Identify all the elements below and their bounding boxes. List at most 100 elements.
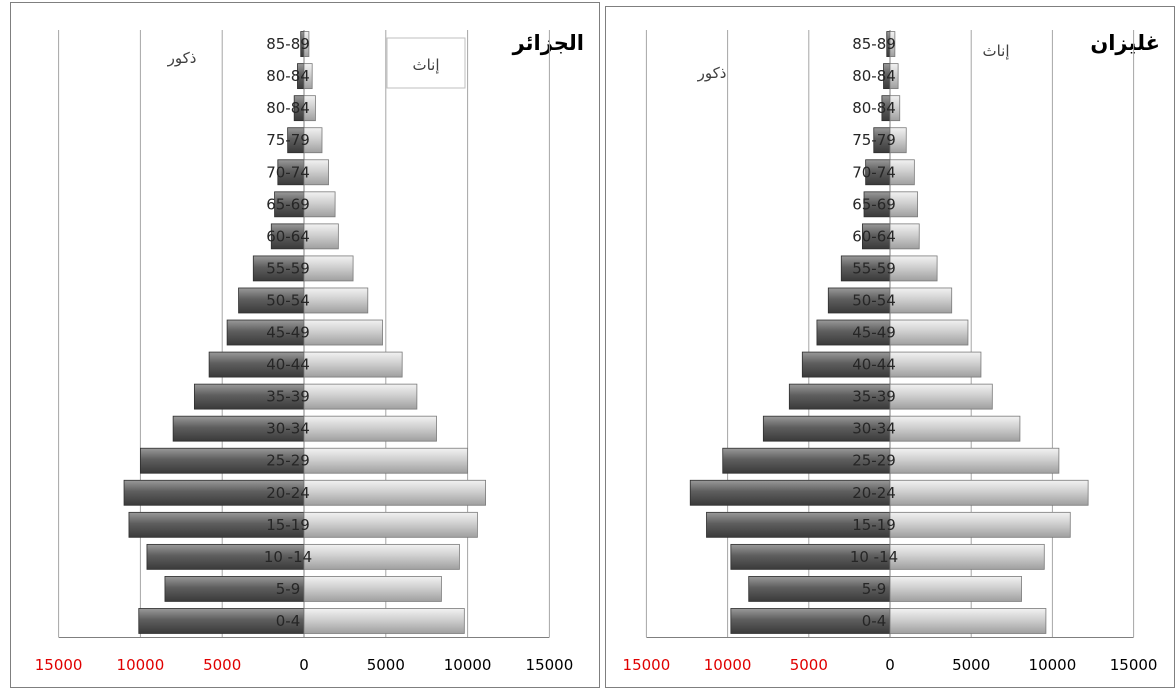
male-bar [816,319,891,346]
female-label: إناث [982,42,1009,60]
female-bar [303,543,460,570]
age-group-label: 0-4 [862,612,887,630]
x-tick-label: 10000 [444,656,492,674]
female-bar [889,447,1060,474]
age-group-label: 35-39 [266,388,310,406]
age-group-label: 45-49 [852,324,896,342]
female-bar [303,479,486,506]
age-labels: 0-4 5-9 10 -14 15-19 20-24 25-29 30-34 35-39 40-… [850,35,898,630]
male-bar [123,479,305,506]
male-bar [277,159,305,186]
age-group-label: 70-74 [266,163,310,181]
female-bar [889,511,1071,538]
algeria-pyramid-panel: الجزائر ذكور إناث 0-4 5-9 10 -14 15-19 20-24… [10,2,600,688]
female-bar [889,608,1047,634]
age-group-label: 65-69 [266,195,310,213]
female-bar [303,383,418,410]
x-tick-label: 5000 [203,656,241,674]
female-bar [889,543,1045,570]
age-group-label: 0-4 [276,612,301,630]
age-group-label: 25-29 [852,452,896,470]
bars [123,31,486,634]
age-group-label: 5-9 [862,580,887,598]
age-group-label: 40-44 [266,356,310,374]
male-bar [788,383,891,410]
male-bar [193,383,305,410]
age-group-label: 45-49 [266,324,310,342]
x-tick-label: 0 [885,656,895,674]
male-bar [274,191,305,218]
age-group-label: 75-79 [852,131,896,149]
age-group-label: 60-64 [852,227,896,245]
age-group-label: 80-84 [266,99,310,117]
x-tick-label: 5000 [952,656,990,674]
female-bar [889,95,901,122]
age-group-label: 5-9 [276,580,301,598]
x-tick-label: 10000 [117,656,165,674]
age-group-label: 80-84 [266,67,310,85]
x-tick-label: 5000 [790,656,828,674]
age-group-label: 65-69 [852,195,896,213]
bars [689,31,1089,634]
male-bar [762,415,891,442]
age-group-label: 15-19 [266,516,310,534]
female-bar [303,511,478,538]
female-bar [889,223,920,250]
male-bar [840,255,891,282]
female-bar [303,608,465,634]
x-tick-label: 10000 [1029,656,1077,674]
age-group-label: 55-59 [852,259,896,277]
female-bar [303,95,316,122]
female-bar [889,191,919,218]
age-group-label: 70-74 [852,163,896,181]
male-bar [128,511,305,538]
female-bar [889,576,1022,602]
female-bar [303,31,310,57]
age-group-label: 40-44 [852,356,896,374]
female-bar [303,576,442,602]
x-tick-label: 15000 [623,656,671,674]
female-label-box [386,37,466,89]
female-bar [303,159,329,186]
female-bar [303,287,369,314]
male-bar [722,447,891,474]
age-group-label: 80-84 [852,99,896,117]
age-group-label: 20-24 [266,484,310,502]
x-tick-label: 0 [299,656,309,674]
age-group-label: 55-59 [266,259,310,277]
female-bar [889,351,982,378]
male-bar [146,543,305,570]
age-group-label: 50-54 [852,291,896,309]
age-labels: 0-4 5-9 10 -14 15-19 20-24 25-29 30-34 35-39 40-… [264,35,312,630]
female-bar [889,479,1089,506]
male-label: ذكور [697,64,727,82]
male-bar [139,447,305,474]
female-bar [303,415,437,442]
male-bar [863,191,891,218]
x-tick-label: 15000 [526,656,574,674]
age-group-label: 85-89 [852,35,896,53]
male-bar [706,511,891,538]
male-label: ذكور [167,49,197,67]
x-tick-labels: 15000 10000 5000 0 5000 10000 15000 [35,656,574,674]
female-bar [889,63,899,90]
male-bar [208,351,305,378]
female-bar [889,415,1021,442]
age-group-label: 60-64 [266,227,310,245]
x-tick-labels: 15000 10000 5000 0 5000 10000 15000 [623,656,1158,674]
female-bar [303,223,339,250]
female-bar [889,383,993,410]
x-tick-label: 5000 [367,656,405,674]
female-bar [889,159,915,186]
male-bar [748,576,891,602]
age-group-label: 15-19 [852,516,896,534]
female-bar [303,63,313,90]
female-bar [889,287,953,314]
age-group-label: 10 -14 [264,548,312,566]
age-group-label: 25-29 [266,452,310,470]
age-group-label: 80-84 [852,67,896,85]
male-bar [730,608,891,634]
age-group-label: 30-34 [852,420,896,438]
age-group-label: 75-79 [266,131,310,149]
male-bar [252,255,305,282]
